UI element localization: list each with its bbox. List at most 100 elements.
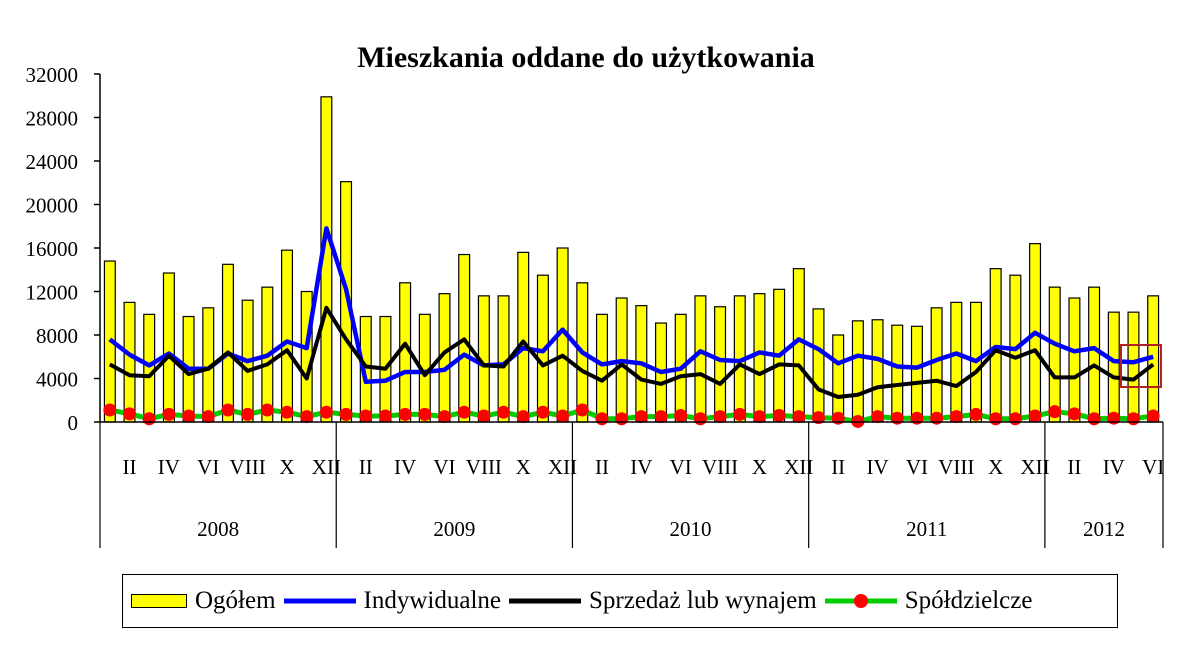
- legend-swatch-indywidualne: [283, 598, 356, 604]
- bar-ogolem: [1048, 286, 1061, 423]
- x-tick-label: II: [1067, 455, 1081, 479]
- marker-spoldzielcze: [457, 405, 471, 419]
- bar-ogolem: [517, 251, 530, 423]
- bar-ogolem: [753, 293, 766, 423]
- marker-spoldzielcze: [1067, 407, 1081, 421]
- marker-spoldzielcze: [989, 412, 1003, 426]
- marker-spoldzielcze: [595, 412, 609, 426]
- marker-spoldzielcze: [1087, 412, 1101, 426]
- x-tick-label: VI: [670, 455, 692, 479]
- x-tick-label: VIII: [702, 455, 738, 479]
- marker-spoldzielcze: [477, 409, 491, 423]
- marker-spoldzielcze: [733, 407, 747, 421]
- bar-ogolem: [1107, 311, 1120, 423]
- marker-spoldzielcze: [969, 407, 983, 421]
- x-tick-label: IV: [394, 455, 416, 479]
- x-tick-label: VI: [433, 455, 455, 479]
- chart: Mieszkania oddane do użytkowania 0 4000 80…: [26, 41, 1164, 548]
- bar-ogolem: [221, 263, 234, 423]
- marker-spoldzielcze: [359, 409, 373, 423]
- legend-item-ogolem: Ogółem: [131, 587, 276, 615]
- legend-item-sprzedaz: Sprzedaż lub wynajem: [507, 587, 817, 615]
- bar-ogolem: [891, 324, 904, 423]
- legend-item-spoldzielcze: Spółdzielcze: [823, 587, 1033, 615]
- bar-ogolem: [123, 301, 136, 423]
- x-tick-label: X: [279, 455, 294, 479]
- marker-spoldzielcze: [634, 410, 648, 424]
- bar-ogolem: [714, 306, 727, 423]
- legend-label-ogolem: Ogółem: [195, 587, 276, 614]
- bar-ogolem: [812, 308, 825, 423]
- bar-ogolem: [871, 319, 884, 423]
- line-sprzedaz: [108, 305, 1155, 399]
- marker-spoldzielcze: [772, 408, 786, 422]
- y-tick-label: 16000: [26, 237, 79, 261]
- bar-ogolem: [143, 313, 156, 423]
- marker-spoldzielcze: [398, 407, 412, 421]
- marker-spoldzielcze: [713, 410, 727, 424]
- marker-spoldzielcze: [182, 409, 196, 423]
- marker-spoldzielcze: [339, 407, 353, 421]
- x-tick-label: VIII: [938, 455, 974, 479]
- marker-spoldzielcze: [674, 408, 688, 422]
- x-tick-label: IV: [1103, 455, 1125, 479]
- x-year-label: 2010: [670, 517, 712, 541]
- legend-label-spoldzielcze: Spółdzielcze: [904, 587, 1033, 614]
- marker-spoldzielcze: [201, 410, 215, 424]
- x-tick-label: VI: [197, 455, 219, 479]
- legend: Ogółem Indywidualne Sprzedaż lub wynajem…: [122, 574, 1118, 628]
- x-axis: II IV VI VIII X XII II IV VI VIII X XII II IV VI VIII X X…: [99, 421, 1164, 548]
- legend-swatch-spoldzielcze: [824, 594, 897, 608]
- marker-spoldzielcze: [536, 405, 550, 419]
- x-tick-label: VI: [1142, 455, 1164, 479]
- marker-spoldzielcze: [319, 405, 333, 419]
- y-tick-label: 4000: [36, 368, 78, 392]
- marker-spoldzielcze: [871, 410, 885, 424]
- y-tick-label: 28000: [26, 107, 79, 131]
- y-tick-label: 12000: [26, 281, 79, 305]
- marker-spoldzielcze: [1048, 405, 1062, 419]
- marker-spoldzielcze: [693, 412, 707, 426]
- bar-ogolem: [930, 307, 943, 423]
- marker-spoldzielcze: [103, 403, 117, 417]
- bar-ogolem: [300, 290, 313, 423]
- marker-spoldzielcze: [516, 410, 530, 424]
- marker-spoldzielcze: [1146, 409, 1160, 423]
- x-year-label: 2012: [1083, 517, 1125, 541]
- legend-item-indywidualne: Indywidualne: [282, 587, 501, 615]
- y-tick-label: 32000: [26, 63, 79, 87]
- marker-spoldzielcze: [418, 407, 432, 421]
- marker-spoldzielcze: [300, 410, 314, 424]
- marker-spoldzielcze: [123, 407, 137, 421]
- y-tick-label: 20000: [26, 194, 79, 218]
- line-indywidualne: [108, 226, 1154, 385]
- marker-spoldzielcze: [142, 412, 156, 426]
- series-lines: [103, 226, 1160, 428]
- bar-ogolem: [694, 295, 707, 423]
- legend-swatch-sprzedaz: [509, 598, 582, 604]
- marker-spoldzielcze: [949, 410, 963, 424]
- y-tick-label: 8000: [36, 324, 78, 348]
- marker-spoldzielcze: [437, 410, 451, 424]
- legend-label-sprzedaz: Sprzedaż lub wynajem: [589, 587, 817, 614]
- x-tick-label: VIII: [230, 455, 266, 479]
- y-axis: 0 4000 8000 12000 16000 20000 24000 28000 32000: [26, 63, 101, 435]
- marker-spoldzielcze: [1008, 412, 1022, 426]
- marker-spoldzielcze: [221, 403, 235, 417]
- marker-spoldzielcze: [575, 403, 589, 417]
- chart-title: Mieszkania oddane do użytkowania: [357, 41, 815, 74]
- x-tick-label: X: [752, 455, 767, 479]
- x-year-label: 2009: [433, 517, 475, 541]
- x-tick-label: IV: [158, 455, 180, 479]
- bar-ogolem: [280, 249, 294, 423]
- x-tick-label: X: [988, 455, 1003, 479]
- legend-label-indywidualne: Indywidualne: [363, 587, 502, 614]
- x-tick-label: VI: [906, 455, 928, 479]
- x-tick-label: II: [359, 455, 373, 479]
- y-tick-label: 24000: [26, 150, 79, 174]
- bar-ogolem: [1088, 286, 1101, 423]
- bar-ogolem: [851, 320, 864, 423]
- bar-ogolem: [1127, 311, 1140, 423]
- bar-ogolem: [595, 313, 608, 423]
- y-tick-label: 0: [68, 411, 79, 435]
